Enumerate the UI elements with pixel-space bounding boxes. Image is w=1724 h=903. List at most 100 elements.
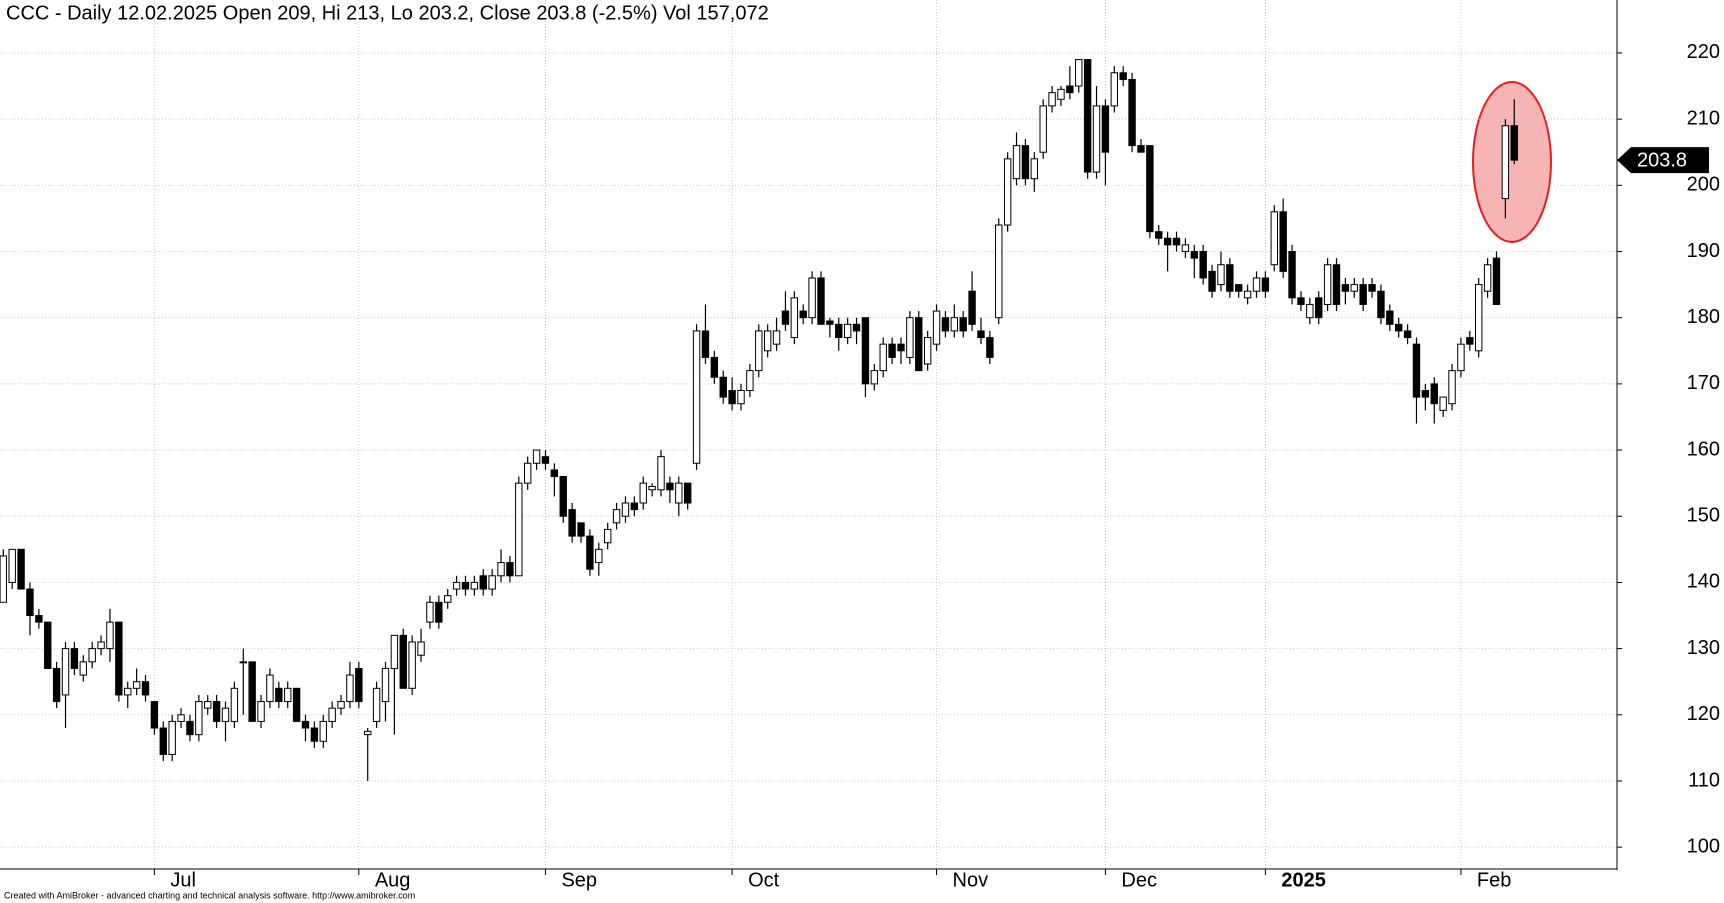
candle-body — [1368, 284, 1376, 292]
candle-body — [950, 317, 959, 332]
x-tick-label: Dec — [1121, 869, 1157, 891]
candle-body — [1226, 264, 1234, 292]
candle-body — [1279, 211, 1287, 272]
last-price-tag — [1617, 147, 1709, 174]
candle-body — [186, 720, 194, 736]
last-price-label: 203.8 — [1637, 149, 1687, 171]
chart-title: CCC - Daily 12.02.2025 Open 209, Hi 213,… — [6, 2, 769, 24]
y-tick-label: 180 — [1687, 306, 1720, 328]
x-tick-label: Oct — [748, 869, 780, 891]
candle-body — [772, 330, 781, 345]
candle-body — [835, 323, 843, 339]
candle-body — [132, 681, 141, 689]
candle-body — [1252, 277, 1261, 292]
candle-body — [292, 687, 301, 722]
candle-body — [248, 661, 256, 722]
candle-body — [586, 535, 594, 570]
x-tick-label: Sep — [561, 869, 597, 891]
candle-body — [888, 343, 896, 358]
candle-body — [968, 290, 976, 325]
candle-body — [870, 370, 879, 385]
candle-body — [1492, 257, 1501, 305]
candle-body — [621, 502, 630, 517]
candle-body — [61, 648, 70, 696]
candle-body — [515, 482, 523, 577]
candle-body — [1421, 389, 1430, 398]
candle-body — [932, 310, 941, 345]
candle-body — [1083, 59, 1092, 173]
candle-body — [683, 482, 692, 504]
candle-body — [284, 687, 292, 703]
candle-body — [257, 701, 265, 722]
candle-body — [497, 562, 505, 577]
candle-body — [141, 681, 150, 696]
candle-body — [1377, 290, 1385, 319]
x-tick-label: Feb — [1477, 869, 1511, 891]
candle-body — [0, 555, 7, 603]
candle-body — [17, 548, 25, 590]
candle-body — [1261, 277, 1270, 292]
candle-body — [266, 674, 274, 703]
candle-body — [346, 674, 354, 703]
candle-body — [595, 548, 603, 564]
candle-body — [959, 317, 967, 332]
candle-body — [1475, 284, 1483, 352]
candle-body — [906, 317, 914, 358]
candle-body — [1439, 396, 1447, 411]
candle-body — [44, 621, 52, 669]
candle-body — [861, 317, 870, 385]
candle-body — [488, 575, 496, 590]
x-tick-label: Nov — [953, 869, 989, 891]
candle-body — [124, 687, 132, 696]
candle-body — [1092, 105, 1101, 173]
candle-body — [1332, 264, 1341, 305]
candle-body — [532, 449, 541, 464]
candle-body — [1306, 303, 1314, 319]
candle-body — [1110, 72, 1118, 107]
candle-body — [1172, 237, 1181, 246]
candle-body — [1403, 330, 1412, 339]
candle-body — [568, 509, 576, 537]
candle-body — [79, 661, 87, 676]
candle-body — [212, 701, 221, 722]
candle-body — [790, 297, 799, 339]
candle-body — [1217, 264, 1225, 286]
candle-body — [995, 224, 1003, 319]
y-tick-label: 220 — [1687, 41, 1720, 63]
candle-body — [1510, 125, 1518, 161]
candle-body — [1270, 211, 1278, 266]
candle-body — [817, 277, 825, 325]
candle-body — [319, 720, 327, 742]
candle-body — [559, 476, 567, 517]
candle-body — [657, 456, 665, 491]
candle-body — [1057, 88, 1065, 100]
candle-body — [612, 509, 621, 524]
candle-body — [941, 317, 950, 332]
y-tick-label: 120 — [1687, 703, 1720, 725]
candle-body — [977, 330, 985, 339]
x-tick-label: Aug — [375, 869, 411, 891]
candle-body — [710, 356, 719, 378]
candle-body — [221, 707, 230, 722]
candle-body — [470, 581, 479, 590]
candle-body — [1483, 264, 1492, 292]
candle-body — [301, 720, 310, 729]
candle-body — [1412, 343, 1421, 398]
candle-body — [737, 389, 745, 405]
candle-body — [159, 727, 167, 756]
candle-body — [479, 575, 487, 590]
candle-body — [1048, 92, 1056, 107]
candle-body — [808, 277, 816, 319]
candle-body — [506, 562, 514, 577]
x-tick-label: Jul — [170, 869, 196, 891]
candle-body — [372, 687, 381, 722]
candle-body — [1395, 323, 1403, 332]
candle-body — [1012, 145, 1021, 180]
candle-body — [106, 621, 114, 650]
candle-body — [239, 661, 247, 664]
candle-body — [1466, 337, 1474, 345]
candle-body — [1208, 270, 1216, 292]
candle-body — [523, 462, 532, 484]
